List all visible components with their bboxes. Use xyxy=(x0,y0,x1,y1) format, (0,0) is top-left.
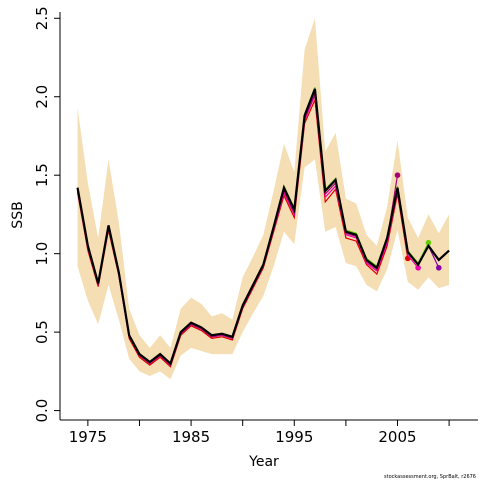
footnote: stockassessment.org, SprBalt, r2676 xyxy=(384,474,476,480)
x-tick-label: 1975 xyxy=(69,428,107,446)
end-point xyxy=(415,264,421,271)
x-tick-label: 1995 xyxy=(275,428,313,446)
y-tick-label: 2.0 xyxy=(33,85,51,109)
y-tick-label: 1.5 xyxy=(33,163,51,187)
x-tick-label: 2005 xyxy=(378,428,416,446)
end-point xyxy=(425,239,432,246)
x-axis-label: Year xyxy=(248,454,279,470)
end-point xyxy=(394,172,401,178)
y-tick-label: 1.0 xyxy=(33,242,51,266)
series-line xyxy=(76,88,450,366)
y-tick-label: 0.0 xyxy=(33,399,51,423)
y-axis-label: SSB xyxy=(10,201,26,228)
y-tick-label: 2.5 xyxy=(33,6,51,30)
y-tick-label: 0.5 xyxy=(33,320,51,344)
end-point xyxy=(435,264,442,271)
x-tick-label: 1985 xyxy=(172,428,210,446)
